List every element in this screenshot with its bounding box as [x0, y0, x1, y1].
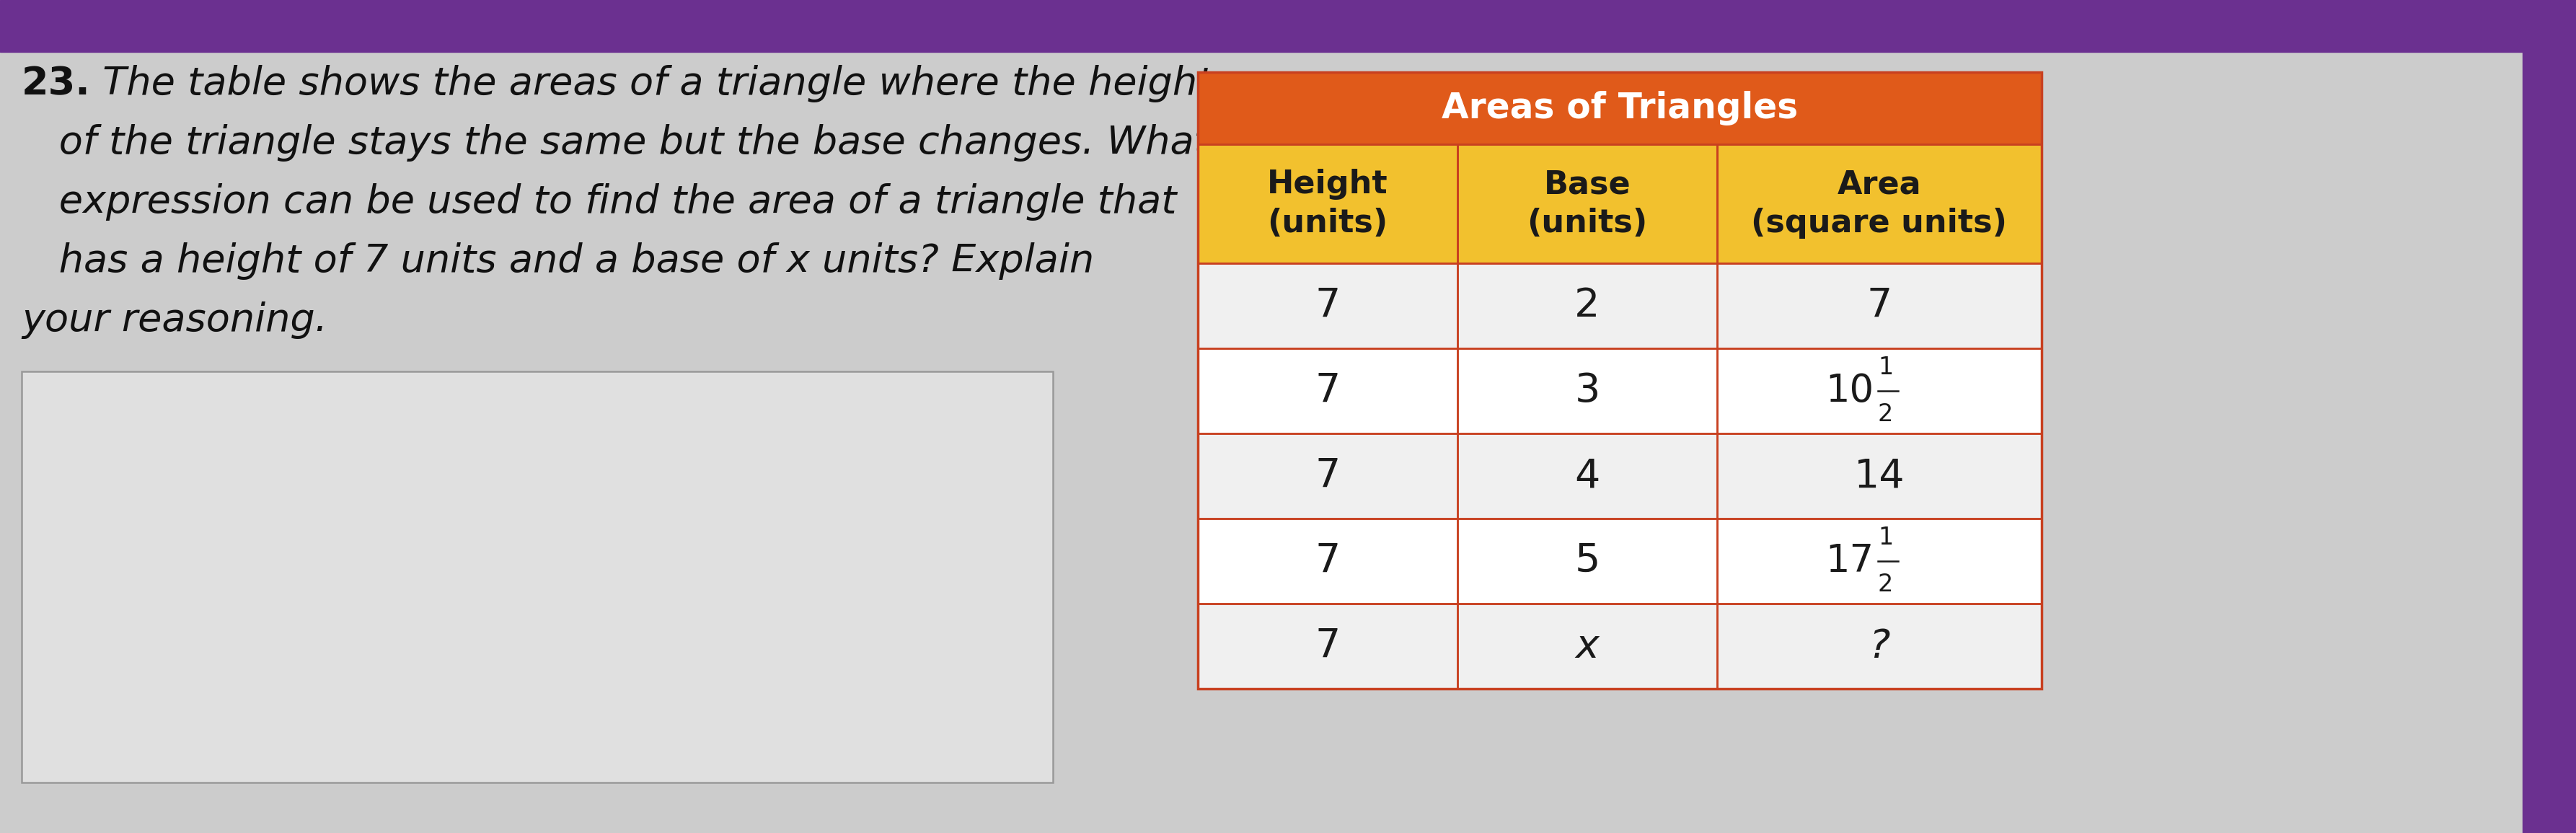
Text: 7: 7: [1314, 456, 1340, 496]
Bar: [2522, 0, 2576, 833]
Text: 14: 14: [1852, 456, 1904, 496]
Bar: [1716, 433, 2040, 519]
Text: has a height of 7 units and a base of x units? Explain: has a height of 7 units and a base of x …: [21, 242, 1095, 280]
Bar: [1198, 144, 1458, 263]
Text: 23.: 23.: [21, 65, 90, 102]
Text: 4: 4: [1574, 456, 1600, 496]
Text: ?: ?: [1868, 627, 1888, 666]
Text: 17: 17: [1824, 542, 1873, 580]
Text: Height
(units): Height (units): [1267, 169, 1388, 238]
Text: Base
(units): Base (units): [1528, 169, 1646, 238]
Bar: [1458, 433, 1716, 519]
Text: 1: 1: [1878, 526, 1893, 550]
Bar: [1198, 72, 2040, 144]
Bar: [1716, 604, 2040, 689]
Bar: [1458, 604, 1716, 689]
Bar: [1198, 263, 1458, 348]
Text: 2: 2: [1574, 287, 1600, 325]
Bar: [1458, 604, 1716, 689]
Bar: [1716, 263, 2040, 348]
Bar: [1458, 144, 1716, 263]
Text: your reasoning.: your reasoning.: [21, 302, 327, 339]
Text: 10: 10: [1824, 372, 1873, 410]
Bar: [1198, 72, 2040, 144]
Bar: [1458, 348, 1716, 433]
Bar: [0, 0, 2576, 52]
Bar: [1716, 144, 2040, 263]
Text: 7: 7: [1314, 372, 1340, 411]
Text: 2: 2: [1878, 402, 1893, 426]
Bar: [1198, 144, 1458, 263]
Text: Area
(square units): Area (square units): [1752, 169, 2007, 238]
Bar: [1458, 263, 1716, 348]
Bar: [21, 372, 1054, 782]
Bar: [1716, 144, 2040, 263]
Bar: [1198, 348, 1458, 433]
Bar: [1198, 72, 2040, 689]
Bar: [1198, 433, 1458, 519]
Bar: [1716, 348, 2040, 433]
Text: of the triangle stays the same but the base changes. What: of the triangle stays the same but the b…: [21, 124, 1208, 162]
Text: 7: 7: [1865, 287, 1891, 325]
Bar: [1458, 263, 1716, 348]
Text: 7: 7: [1314, 626, 1340, 666]
Bar: [1458, 144, 1716, 263]
Text: Areas of Triangles: Areas of Triangles: [1440, 91, 1798, 126]
Bar: [1716, 519, 2040, 604]
Text: The table shows the areas of a triangle where the height: The table shows the areas of a triangle …: [90, 65, 1213, 102]
Bar: [1716, 519, 2040, 604]
Text: 5: 5: [1574, 541, 1600, 581]
Text: 7: 7: [1314, 541, 1340, 581]
Bar: [1198, 433, 1458, 519]
Bar: [1458, 519, 1716, 604]
Bar: [1716, 604, 2040, 689]
Bar: [1198, 604, 1458, 689]
Bar: [1198, 519, 1458, 604]
Bar: [1458, 433, 1716, 519]
Bar: [1716, 348, 2040, 433]
Bar: [1198, 604, 1458, 689]
Bar: [1716, 263, 2040, 348]
Text: 1: 1: [1878, 356, 1893, 379]
Bar: [1198, 263, 1458, 348]
Text: expression can be used to find the area of a triangle that: expression can be used to find the area …: [21, 183, 1177, 221]
Text: 7: 7: [1314, 287, 1340, 325]
Bar: [1198, 519, 1458, 604]
Text: x: x: [1574, 627, 1600, 666]
Bar: [1458, 348, 1716, 433]
Text: 3: 3: [1574, 372, 1600, 411]
Bar: [1458, 519, 1716, 604]
Bar: [1716, 433, 2040, 519]
Text: 2: 2: [1878, 572, 1893, 596]
Bar: [1198, 348, 1458, 433]
